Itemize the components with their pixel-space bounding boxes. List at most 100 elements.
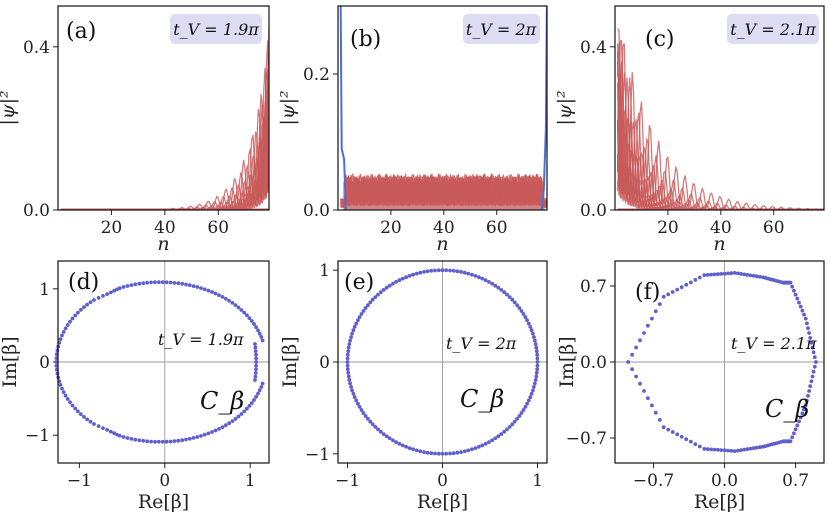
c-beta-point bbox=[357, 405, 362, 409]
series-skin-modes bbox=[616, 28, 824, 210]
c-beta-point bbox=[499, 432, 504, 436]
c-beta-point bbox=[517, 306, 522, 310]
c-beta-point bbox=[634, 374, 638, 379]
c-beta-point bbox=[490, 438, 494, 443]
x-axis-label: Re[β] bbox=[694, 491, 745, 513]
c-beta-point bbox=[168, 439, 173, 444]
x-axis-label: n bbox=[157, 233, 169, 255]
c-beta-point bbox=[715, 447, 720, 452]
c-beta-point bbox=[793, 292, 798, 297]
c-beta-point bbox=[164, 439, 169, 444]
c-beta-point bbox=[68, 400, 72, 405]
c-beta-point bbox=[70, 403, 75, 408]
c-beta-point bbox=[462, 270, 467, 275]
skin-mode-line bbox=[60, 64, 269, 210]
c-beta-point bbox=[180, 281, 185, 286]
c-beta-point bbox=[653, 309, 658, 314]
c-beta-point bbox=[378, 429, 383, 434]
series-c-beta bbox=[345, 268, 540, 456]
c-beta-point bbox=[108, 429, 113, 434]
c-beta-point bbox=[480, 443, 485, 448]
c-beta-point bbox=[366, 303, 370, 308]
c-beta-point bbox=[466, 448, 471, 453]
edge-mode-left bbox=[339, 6, 347, 210]
c-beta-point bbox=[82, 415, 86, 419]
c-beta-point bbox=[79, 307, 83, 312]
c-beta-point bbox=[754, 445, 759, 450]
legend-text: t_V = 2π bbox=[466, 20, 537, 39]
c-beta-point bbox=[429, 268, 434, 273]
c-beta-point bbox=[499, 288, 504, 292]
c-beta-point bbox=[239, 308, 244, 312]
x-axis-label: Re[β] bbox=[417, 491, 468, 513]
c-beta-point bbox=[705, 447, 710, 451]
c-beta-point bbox=[348, 381, 352, 386]
c-beta-point bbox=[373, 295, 378, 299]
c-beta-point bbox=[391, 438, 395, 443]
c-beta-point bbox=[164, 280, 169, 285]
c-beta-point bbox=[444, 268, 449, 273]
c-beta-point bbox=[259, 335, 264, 339]
c-beta-point bbox=[745, 273, 750, 277]
y-axis-label: Im[β] bbox=[556, 336, 578, 387]
c-beta-point bbox=[92, 422, 96, 426]
y-tick-label: 0.0 bbox=[303, 201, 330, 221]
curve-label: C_β bbox=[460, 385, 504, 413]
c-beta-point bbox=[722, 271, 727, 276]
c-beta-point bbox=[638, 381, 642, 386]
c-beta-point bbox=[811, 369, 816, 374]
c-beta-point bbox=[800, 308, 805, 313]
c-beta-point bbox=[807, 389, 811, 393]
x-tick-label: 60 bbox=[763, 218, 785, 238]
c-beta-point bbox=[535, 356, 540, 361]
c-beta-point bbox=[726, 271, 730, 276]
c-beta-point bbox=[345, 352, 350, 357]
c-beta-point bbox=[529, 328, 534, 333]
c-beta-point bbox=[459, 270, 463, 274]
c-beta-point bbox=[792, 288, 796, 293]
y-tick-label: −1 bbox=[305, 445, 330, 465]
c-beta-point bbox=[715, 272, 720, 277]
c-beta-point bbox=[357, 315, 362, 319]
c-beta-point bbox=[739, 448, 743, 452]
y-tick-label: 0.2 bbox=[303, 65, 330, 85]
c-beta-point bbox=[742, 272, 747, 277]
c-beta-point bbox=[535, 360, 540, 364]
c-beta-point bbox=[257, 331, 262, 336]
c-beta-point bbox=[141, 438, 146, 443]
c-beta-point bbox=[257, 388, 262, 393]
c-beta-point bbox=[129, 437, 134, 441]
c-beta-point bbox=[650, 403, 654, 408]
c-beta-point bbox=[490, 281, 494, 286]
c-beta-point bbox=[436, 451, 441, 456]
c-beta-point bbox=[425, 269, 430, 274]
c-beta-point bbox=[729, 448, 734, 453]
c-beta-point bbox=[352, 395, 357, 399]
c-beta-point bbox=[758, 445, 762, 450]
c-beta-point bbox=[440, 451, 445, 456]
y-tick-label: 1 bbox=[319, 261, 330, 281]
c-beta-point bbox=[510, 297, 515, 302]
c-beta-point bbox=[657, 302, 662, 306]
c-beta-point bbox=[425, 450, 430, 455]
c-beta-point bbox=[528, 395, 533, 399]
c-beta-point bbox=[345, 363, 350, 368]
c-beta-point bbox=[391, 281, 395, 286]
panel-c: 20 40 60 0.0 0.4 n |ψ|² (c) t_V = 2.1π bbox=[554, 5, 825, 255]
c-beta-point bbox=[517, 414, 522, 418]
c-beta-point bbox=[191, 436, 196, 440]
c-beta-point bbox=[233, 417, 238, 421]
c-beta-point bbox=[254, 352, 258, 357]
c-beta-point bbox=[745, 447, 750, 451]
c-beta-point bbox=[394, 280, 398, 284]
c-beta-point bbox=[149, 439, 154, 444]
c-beta-point bbox=[256, 328, 260, 333]
series-c-beta bbox=[626, 271, 818, 453]
c-beta-point bbox=[387, 283, 392, 288]
bulk-mode-band bbox=[343, 176, 545, 210]
c-beta-point bbox=[754, 274, 759, 279]
c-beta-point bbox=[73, 313, 78, 318]
c-beta-point bbox=[368, 419, 373, 424]
c-beta-point bbox=[736, 448, 740, 453]
c-beta-point bbox=[345, 360, 350, 364]
